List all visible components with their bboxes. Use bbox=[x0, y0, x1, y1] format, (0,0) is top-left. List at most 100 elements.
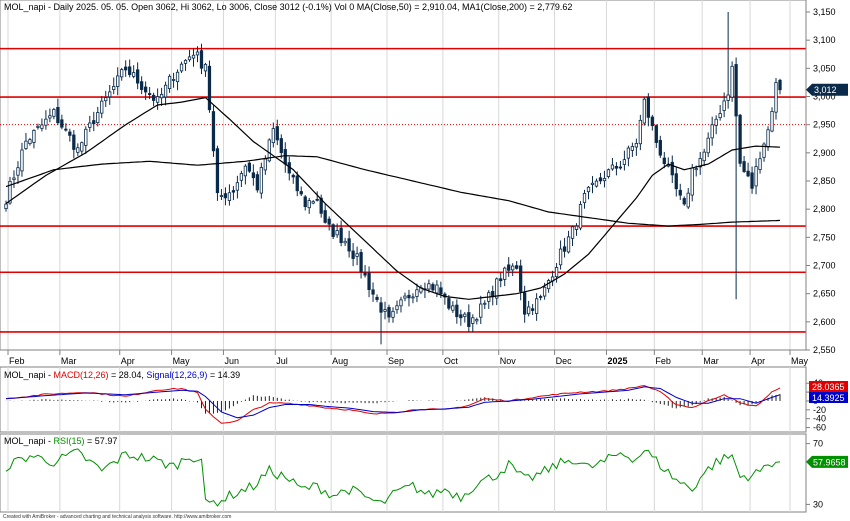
candle-body bbox=[431, 284, 435, 291]
candle-body bbox=[534, 298, 539, 314]
candle-body bbox=[259, 167, 263, 194]
candle-body bbox=[60, 119, 64, 128]
candle-body bbox=[762, 143, 766, 158]
candle-body bbox=[255, 174, 259, 191]
x-tick-label: Nov bbox=[500, 356, 517, 366]
candle-body bbox=[295, 175, 299, 192]
candle-body bbox=[475, 319, 479, 322]
candle-body bbox=[391, 310, 395, 318]
candle-body bbox=[407, 294, 411, 299]
candle-body bbox=[215, 148, 220, 194]
candle-body bbox=[562, 246, 567, 252]
candle-body bbox=[566, 236, 571, 253]
price-vertical-grid bbox=[7, 0, 791, 350]
candle-body bbox=[710, 124, 714, 139]
candle-body bbox=[347, 238, 351, 252]
candle-body bbox=[363, 272, 367, 276]
candle-body bbox=[471, 317, 475, 324]
macd-pane-frame bbox=[0, 366, 807, 433]
candle-body bbox=[331, 224, 335, 237]
candle-body bbox=[527, 306, 531, 315]
candle-body bbox=[586, 186, 591, 193]
x-tick-label: Jun bbox=[224, 356, 239, 366]
y-tick-label: -60 bbox=[813, 423, 826, 433]
candle-body bbox=[435, 284, 439, 294]
candle-body bbox=[124, 66, 128, 71]
candle-body bbox=[618, 166, 623, 169]
candle-body bbox=[128, 66, 132, 75]
x-axis: Feb Mar Apr May Jun Jul Aug Sep Oct Nov Dec 2025 Feb… bbox=[0, 349, 808, 366]
candle-body bbox=[523, 292, 527, 315]
candle-body bbox=[670, 161, 674, 176]
candle-body bbox=[80, 142, 84, 152]
macd-histogram bbox=[5, 394, 781, 414]
candle-body bbox=[243, 165, 248, 177]
y-tick-label: 3,050 bbox=[813, 63, 836, 73]
last-close-tag bbox=[806, 83, 848, 96]
candle-body bbox=[746, 170, 750, 177]
candle-body bbox=[546, 280, 551, 290]
candle-body bbox=[175, 71, 180, 83]
x-tick-label: Oct bbox=[444, 356, 459, 366]
candle-body bbox=[36, 125, 40, 128]
candle-body bbox=[8, 181, 12, 204]
candle-body bbox=[479, 303, 483, 318]
price-pane: MOL_napi - Daily 2025. 05. 05. Open 3062… bbox=[0, 0, 807, 351]
candle-body bbox=[311, 201, 315, 204]
y-tick-label: 2,650 bbox=[813, 289, 836, 299]
candle-body bbox=[263, 158, 267, 171]
candle-body bbox=[44, 118, 48, 126]
candle-body bbox=[52, 109, 56, 117]
candle-body bbox=[375, 296, 379, 300]
candle-body bbox=[223, 193, 228, 199]
candle-body bbox=[275, 126, 279, 141]
x-tick-label: Dec bbox=[556, 356, 573, 366]
candle-body bbox=[774, 82, 778, 113]
candle-body bbox=[515, 265, 519, 269]
candle-body bbox=[722, 100, 726, 111]
candle-body bbox=[56, 106, 60, 124]
y-tick-label: 3,150 bbox=[813, 7, 836, 17]
candle-body bbox=[211, 111, 216, 152]
candle-body bbox=[570, 226, 575, 239]
candle-body bbox=[730, 65, 734, 98]
x-tick-label: 2025 bbox=[607, 356, 627, 366]
candle-body bbox=[538, 296, 543, 298]
candle-body bbox=[726, 94, 730, 101]
candle-body bbox=[379, 302, 383, 313]
candle-body bbox=[100, 100, 104, 114]
candle-body bbox=[682, 198, 686, 205]
macd-title-signal-value: = 14.39 bbox=[207, 370, 240, 380]
candle-body bbox=[662, 157, 666, 165]
candle-body bbox=[499, 278, 503, 282]
candle-body bbox=[219, 195, 224, 198]
candle-body bbox=[742, 161, 746, 172]
x-tick-label: Mar bbox=[61, 356, 77, 366]
macd-value-tag bbox=[809, 381, 848, 392]
candle-body bbox=[235, 182, 240, 191]
y-tick-label: 2,850 bbox=[813, 176, 836, 186]
candle-body bbox=[88, 122, 92, 128]
candle-body bbox=[646, 96, 650, 118]
macd-title-prefix: MOL_napi - bbox=[4, 370, 54, 380]
candle-body bbox=[359, 252, 363, 273]
candle-body bbox=[199, 50, 204, 69]
candle-body bbox=[203, 63, 208, 72]
candle-body bbox=[68, 131, 72, 136]
signal-value-tag bbox=[809, 392, 848, 403]
candle-body bbox=[690, 167, 694, 196]
y-tick-label: -20 bbox=[813, 405, 826, 415]
x-tick-label: Sep bbox=[388, 356, 404, 366]
candle-body bbox=[594, 180, 599, 187]
candle-body bbox=[195, 51, 200, 56]
candle-body bbox=[654, 125, 658, 143]
signal-value-label: 14.3925 bbox=[812, 393, 845, 403]
candle-body bbox=[92, 120, 96, 125]
candle-body bbox=[343, 240, 347, 244]
candle-body bbox=[542, 286, 547, 297]
footer-credit: Created with AmiBroker - advanced charti… bbox=[3, 514, 231, 520]
candle-body bbox=[395, 305, 399, 311]
candle-body bbox=[239, 173, 244, 181]
candle-body bbox=[750, 172, 754, 189]
ma50-line bbox=[5, 96, 781, 300]
